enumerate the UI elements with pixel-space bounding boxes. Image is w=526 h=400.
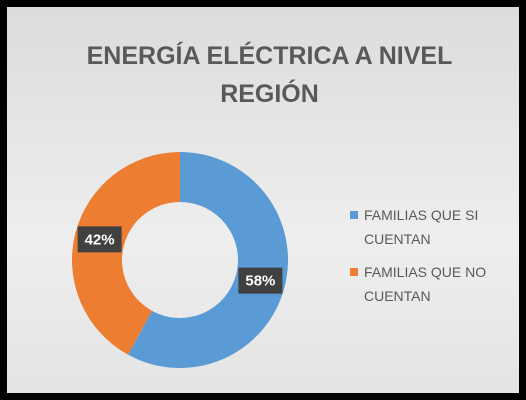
donut-segment	[127, 152, 289, 368]
legend-label: FAMILIAS QUE NO CUENTAN	[364, 264, 487, 304]
legend-swatch	[350, 268, 358, 276]
legend-entry: FAMILIAS QUE SI CUENTAN	[350, 203, 519, 251]
data-label-box	[238, 267, 283, 294]
legend-label: FAMILIAS QUE SI CUENTAN	[364, 207, 479, 247]
data-label: 58%	[245, 273, 275, 290]
data-label-box	[77, 226, 122, 253]
data-label: 42%	[85, 231, 115, 248]
legend-swatch	[350, 211, 358, 219]
donut-segment	[72, 152, 180, 355]
chart-title: ENERGÍA ELÉCTRICA A NIVEL REGIÓN	[86, 42, 453, 108]
plot: 58% 42%	[72, 152, 289, 368]
legend-entry: FAMILIAS QUE NO CUENTAN	[350, 260, 519, 308]
